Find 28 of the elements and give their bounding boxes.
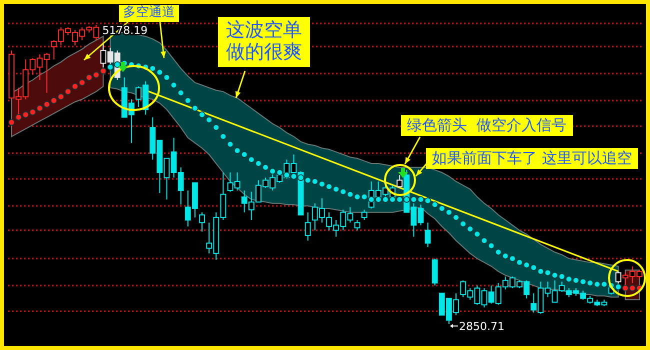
point	[15, 114, 22, 121]
point	[36, 104, 44, 112]
annotation: 这波空单做的很爽	[218, 17, 310, 67]
annotation: 如果前面下车了 这里可以追空	[426, 148, 638, 170]
point	[50, 97, 58, 104]
point	[22, 111, 29, 118]
candlestick	[304, 212, 311, 242]
candlestick	[432, 258, 438, 286]
candlestick	[424, 222, 431, 248]
point	[29, 108, 36, 116]
candlestick	[199, 212, 205, 232]
candlestick	[361, 209, 368, 221]
point	[78, 79, 86, 86]
annotation: 2850.71	[458, 320, 504, 333]
candlestick	[354, 220, 360, 231]
point	[58, 93, 64, 100]
point	[8, 119, 15, 126]
point	[64, 88, 72, 95]
point	[629, 284, 636, 292]
candlestick	[396, 174, 403, 188]
point	[72, 83, 78, 90]
point	[86, 74, 92, 81]
text: 多空通道	[119, 5, 179, 22]
annotation: 绿色箭头 做空介入信号	[401, 115, 573, 136]
point	[44, 101, 50, 108]
point	[92, 72, 100, 78]
point	[100, 68, 107, 74]
point	[622, 284, 629, 292]
